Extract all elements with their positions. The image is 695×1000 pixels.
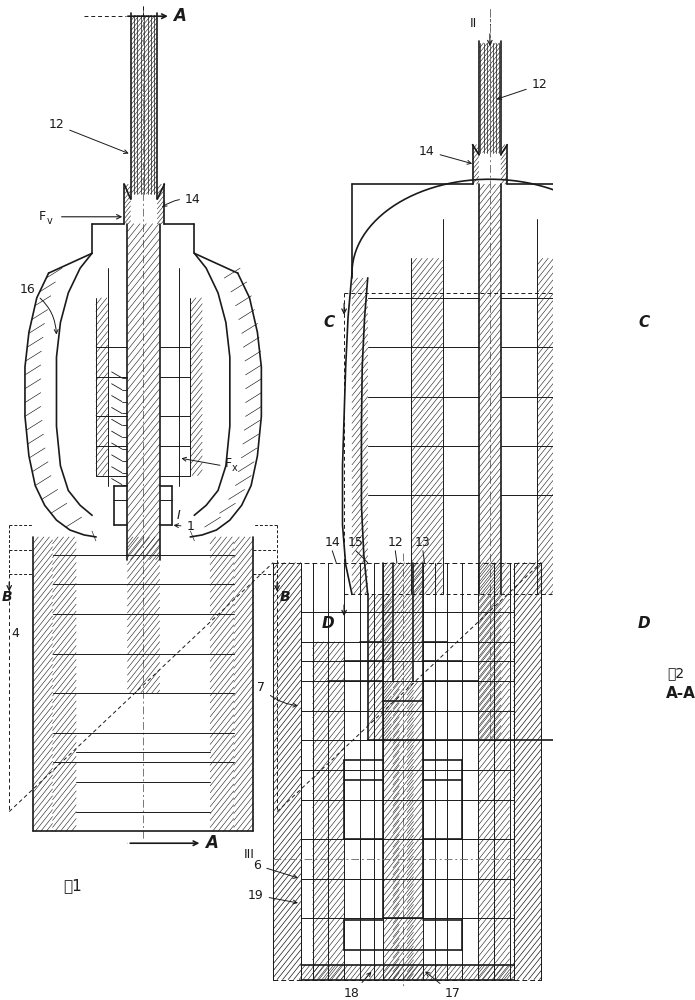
Text: B: B — [279, 590, 290, 604]
Text: 12: 12 — [387, 536, 403, 549]
Text: 图1: 图1 — [63, 878, 81, 893]
Text: D: D — [638, 616, 651, 631]
Text: x: x — [232, 463, 238, 473]
Text: 12: 12 — [49, 118, 128, 153]
Text: III: III — [244, 848, 255, 861]
Text: 6: 6 — [254, 859, 297, 878]
Text: 7: 7 — [257, 681, 297, 707]
Text: 图2: 图2 — [667, 666, 685, 680]
Text: 1: 1 — [174, 520, 195, 533]
Text: F: F — [224, 457, 231, 470]
Text: 19: 19 — [248, 889, 297, 904]
Text: 15: 15 — [348, 536, 364, 549]
Text: 14: 14 — [325, 536, 340, 549]
Text: 16: 16 — [19, 283, 58, 333]
Text: 18: 18 — [344, 973, 370, 1000]
Text: 13: 13 — [415, 536, 431, 549]
Text: C: C — [323, 315, 334, 330]
Text: A: A — [173, 7, 186, 25]
Text: I: I — [177, 509, 181, 522]
Text: 14: 14 — [419, 145, 471, 164]
Text: 12: 12 — [498, 78, 548, 100]
Text: C: C — [638, 315, 649, 330]
Text: 17: 17 — [426, 972, 461, 1000]
Text: A-A: A-A — [666, 686, 695, 701]
Text: 4: 4 — [12, 627, 19, 640]
Text: II: II — [471, 17, 477, 30]
Text: A: A — [204, 834, 218, 852]
Text: B: B — [1, 590, 12, 604]
Text: v: v — [47, 216, 52, 226]
Text: F: F — [38, 210, 45, 223]
Text: D: D — [322, 616, 334, 631]
Text: 14: 14 — [163, 193, 201, 207]
